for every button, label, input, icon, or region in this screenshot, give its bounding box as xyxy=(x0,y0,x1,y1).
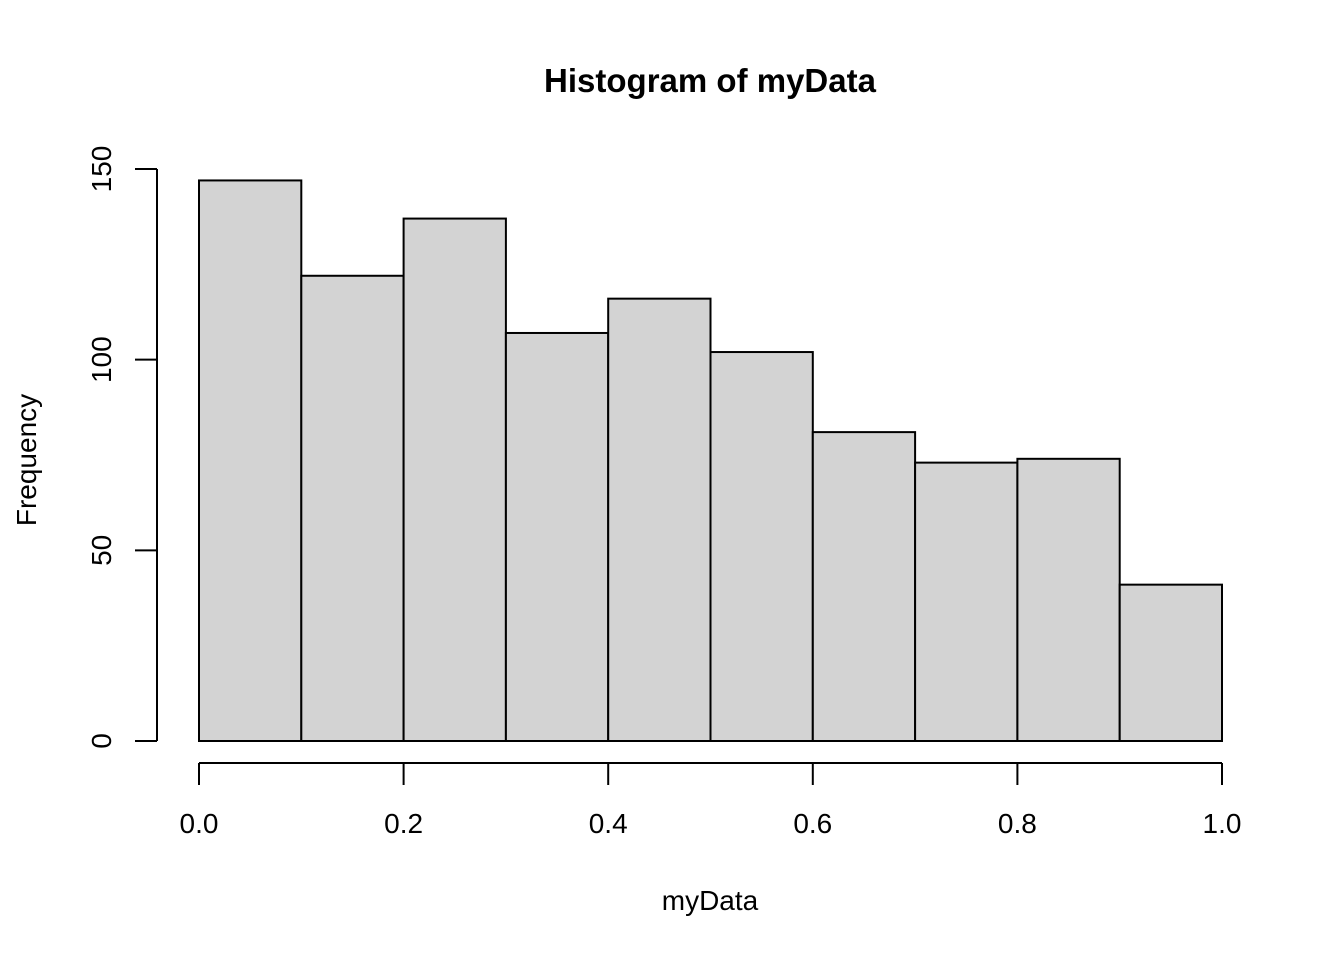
y-tick-label: 100 xyxy=(86,336,117,383)
x-tick-label: 1.0 xyxy=(1203,808,1242,839)
y-axis-label: Frequency xyxy=(11,394,42,526)
chart-title: Histogram of myData xyxy=(544,62,877,99)
x-tick-label: 0.4 xyxy=(589,808,628,839)
histogram-bar xyxy=(709,351,814,742)
x-tick-label: 0.0 xyxy=(180,808,219,839)
x-tick-label: 0.2 xyxy=(384,808,423,839)
x-axis-label: myData xyxy=(662,885,759,916)
histogram-bar xyxy=(914,461,1019,742)
histogram-bar xyxy=(1118,583,1223,742)
histogram-bar xyxy=(811,431,917,742)
histogram-bar xyxy=(402,217,507,743)
y-tick-label: 50 xyxy=(86,535,117,566)
y-tick-label: 150 xyxy=(86,146,117,193)
histogram-bar xyxy=(504,331,610,742)
y-axis: 0 50 100 150 xyxy=(86,146,158,749)
bars-group xyxy=(198,179,1223,743)
x-tick-label: 0.6 xyxy=(793,808,832,839)
histogram-bar xyxy=(198,179,303,742)
histogram-bar xyxy=(1016,457,1121,742)
histogram-bar xyxy=(300,274,405,742)
x-axis: 0.0 0.2 0.4 0.6 0.8 1.0 xyxy=(180,762,1242,839)
y-tick-label: 0 xyxy=(86,733,117,749)
histogram-bar xyxy=(607,297,712,742)
x-tick-label: 0.8 xyxy=(998,808,1037,839)
